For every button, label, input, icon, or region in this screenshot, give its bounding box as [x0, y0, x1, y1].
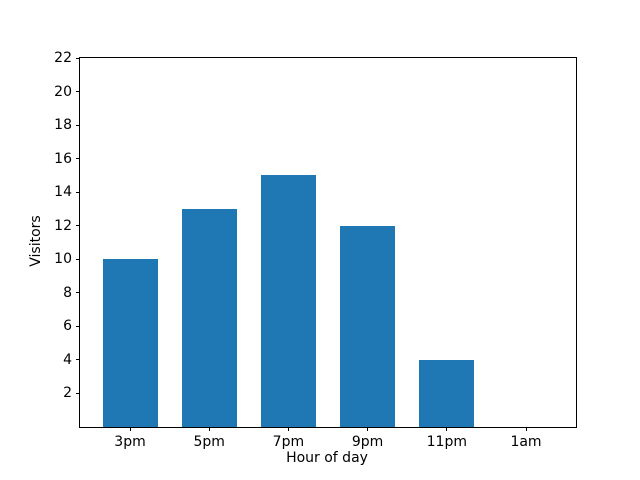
x-tick-mark [208, 427, 210, 431]
y-tick-label: 10 [54, 251, 72, 268]
y-tick-label: 20 [54, 83, 72, 100]
y-tick-label: 4 [63, 351, 72, 368]
y-axis-label: Visitors [28, 215, 44, 267]
y-tick-label: 14 [54, 184, 72, 201]
y-tick-label: 8 [63, 284, 72, 301]
y-tick-label: 16 [54, 150, 72, 167]
y-tick-label: 12 [54, 217, 72, 234]
y-tick-mark [76, 57, 80, 59]
x-tick-label: 9pm [351, 434, 384, 450]
y-tick-label: 22 [54, 50, 72, 66]
y-tick-mark [76, 258, 80, 260]
x-tick-label: 5pm [193, 434, 225, 450]
x-tick-mark [367, 427, 369, 431]
bar-7pm [260, 175, 316, 427]
y-tick-mark [76, 359, 80, 361]
x-axis-label: Hour of day [286, 450, 368, 466]
x-tick-mark [525, 427, 527, 431]
x-tick-label: 1am [510, 434, 542, 450]
bar-5pm [181, 208, 237, 427]
bar-3pm [102, 259, 158, 427]
y-tick-mark [76, 158, 80, 160]
plot-area: 2 4 6 8 10 12 14 16 18 20 22 3pm 5pm 7pm 9pm 11pm 1am [54, 51, 577, 449]
y-tick-label: 6 [63, 318, 72, 335]
y-tick-label: 18 [54, 117, 72, 134]
x-tick-label: 3pm [114, 434, 146, 450]
y-tick-mark [76, 124, 80, 126]
x-tick-mark [129, 427, 131, 431]
y-tick-mark [76, 91, 80, 93]
bar-9pm [340, 225, 396, 427]
x-tick-mark [287, 427, 289, 431]
x-tick-mark [446, 427, 448, 431]
y-tick-mark [76, 292, 80, 294]
y-tick-mark [76, 325, 80, 327]
y-tick-label: 2 [63, 385, 72, 402]
y-tick-mark [76, 225, 80, 227]
bar-11pm [419, 359, 475, 427]
y-tick-mark [76, 191, 80, 193]
x-tick-label: 7pm [272, 434, 305, 450]
y-tick-mark [76, 392, 80, 394]
x-tick-label: 11pm [426, 434, 467, 450]
